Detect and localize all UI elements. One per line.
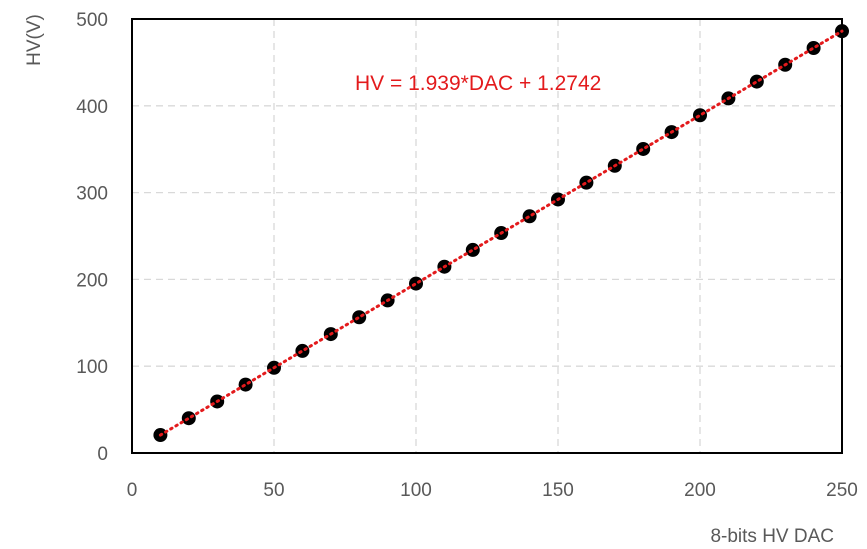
x-tick-label: 50 <box>263 480 284 501</box>
x-tick-label: 100 <box>400 480 432 501</box>
gridlines <box>132 19 842 453</box>
linear-trendline <box>158 29 844 437</box>
data-point <box>465 242 480 257</box>
y-tick-label: 500 <box>76 10 108 31</box>
data-point <box>749 74 764 89</box>
data-point <box>693 108 707 123</box>
x-tick-label: 250 <box>826 480 858 501</box>
data-point <box>806 40 821 55</box>
y-axis-title: HV(V) <box>24 14 45 66</box>
plot-area-border <box>131 18 843 454</box>
y-tick-label: 100 <box>76 357 108 378</box>
x-tick-label: 0 <box>127 480 138 501</box>
y-tick-labels: 0 100 200 300 400 500 <box>76 10 108 465</box>
x-tick-label: 150 <box>542 480 574 501</box>
data-point <box>181 411 196 426</box>
y-tick-label: 300 <box>76 184 108 205</box>
data-point <box>636 141 651 156</box>
data-point <box>352 310 367 325</box>
data-point <box>295 343 310 358</box>
data-point <box>409 276 423 291</box>
y-tick-label: 400 <box>76 97 108 118</box>
trendline-equation: HV = 1.939*DAC + 1.2742 <box>355 72 601 95</box>
x-tick-labels: 0 50 100 150 200 250 <box>127 480 858 501</box>
y-tick-label: 0 <box>97 444 108 465</box>
x-axis-title: 8-bits HV DAC <box>710 526 834 547</box>
trendline-group <box>158 29 844 437</box>
data-point <box>579 175 594 190</box>
y-tick-label: 200 <box>76 270 108 291</box>
x-tick-label: 200 <box>684 480 716 501</box>
data-point <box>522 209 537 224</box>
data-point <box>238 377 253 392</box>
